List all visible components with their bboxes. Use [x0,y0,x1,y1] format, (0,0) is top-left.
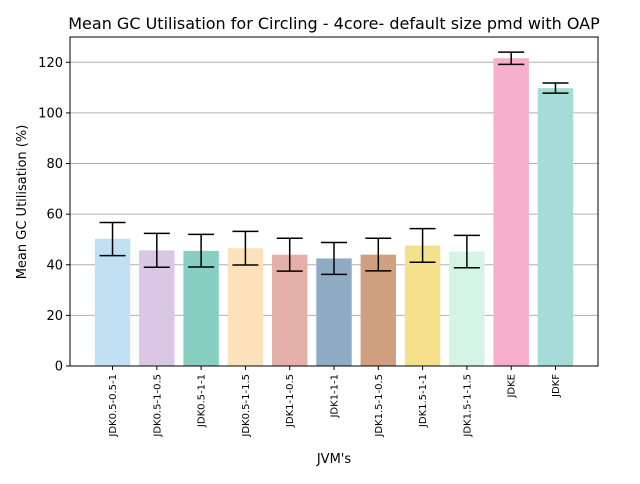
x-tick-label: JDK1.5-1-0.5 [374,374,385,438]
bar [94,238,131,366]
x-tick-label: JDK0.5-1-1.5 [241,374,252,438]
bar [404,245,441,366]
y-tick-label: 0 [55,360,63,375]
y-tick-label: 120 [38,56,63,71]
y-tick-label: 100 [38,106,63,121]
y-tick-label: 40 [46,258,63,273]
bar [360,254,397,366]
bar [183,250,219,366]
y-tick-label: 60 [46,208,63,223]
x-tick-label: JDKF [551,374,562,398]
x-tick-label: JDKE [507,374,518,399]
x-tick-label: JDK1-1-1 [330,374,341,419]
y-tick-label: 80 [46,157,63,172]
x-tick-label: JDK1.5-1-1 [418,374,429,428]
x-axis-ticks: JDK0.5-0.5-1 JDK0.5-1-0.5 JDK0.5-1-1 JDK0.5… [108,366,562,438]
bar [227,248,264,366]
bar [537,88,574,367]
x-tick-label: JDK0.5-0.5-1 [108,374,119,438]
bar [316,258,352,366]
bar [139,250,175,366]
x-tick-label: JDK1.5-1-1.5 [462,374,473,438]
x-axis-label: JVM's [316,452,352,467]
y-axis-label: Mean GC Utilisation (%) [15,125,30,280]
bar [493,58,529,367]
bar [271,254,308,366]
chart-title: Mean GC Utilisation for Circling - 4core… [68,14,600,33]
bar [449,251,485,366]
error-bars [99,51,569,276]
y-tick-label: 20 [46,309,63,324]
x-tick-label: JDK0.5-1-1 [197,374,208,428]
y-axis-ticks: 0 20 40 60 80 100 120 [38,56,70,375]
x-tick-label: JDK1-1-0.5 [285,374,296,428]
bars [94,58,574,367]
x-tick-label: JDK0.5-1-0.5 [152,374,163,438]
